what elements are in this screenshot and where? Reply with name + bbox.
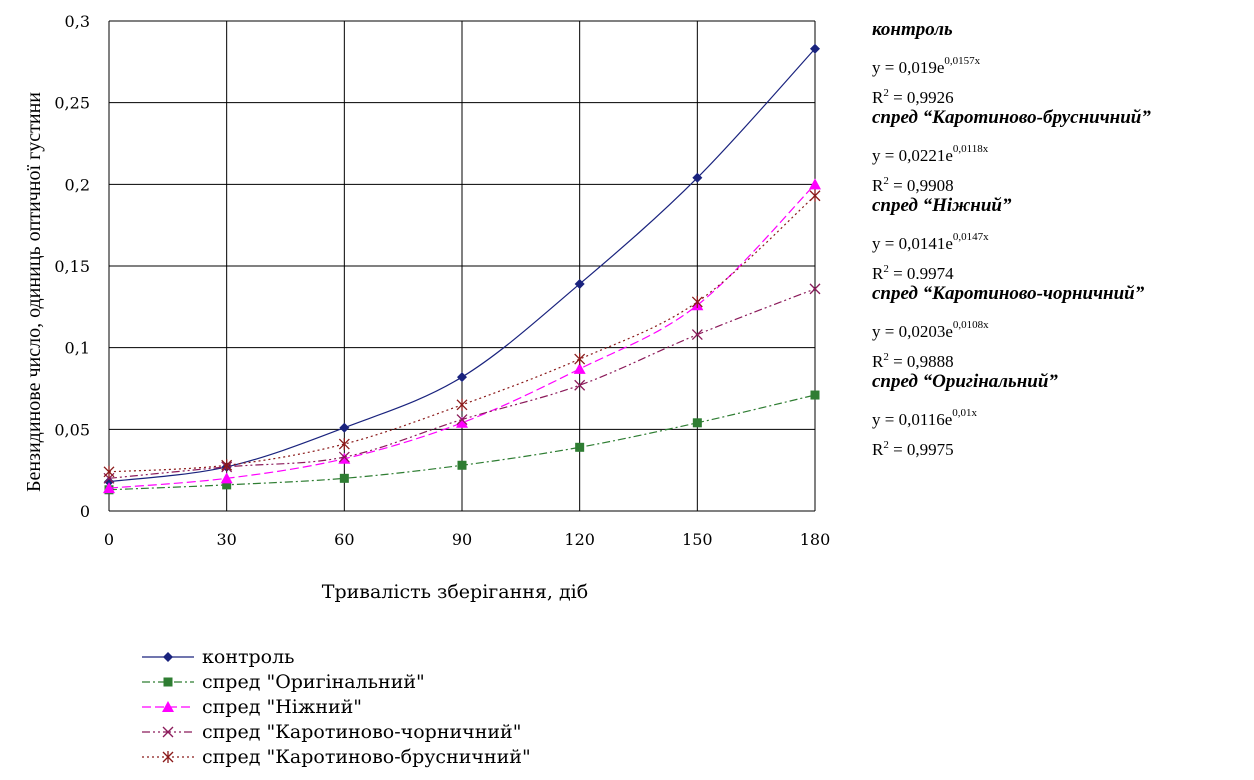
equation-block: спред “Оригінальний” y = 0,0116e0,01x R2 =… — [872, 370, 1252, 459]
data-point — [103, 465, 115, 478]
data-point — [810, 43, 820, 54]
equation-r-squared: R2 = 0,9926 — [872, 87, 954, 107]
y-tick-label: 0,1 — [65, 339, 90, 358]
equation-formula: y = 0,0221e0,0118x — [872, 143, 989, 165]
x-tick-label: 120 — [564, 530, 595, 549]
data-point — [220, 472, 233, 484]
series-3 — [103, 283, 821, 484]
x-tick-label: 0 — [104, 530, 114, 549]
data-point — [457, 460, 467, 470]
equation-formula: y = 0,0141e0,0147x — [872, 231, 989, 253]
equation-series-name: спред “Каротиново-чорничний” — [872, 283, 1145, 304]
x-tick-label: 30 — [216, 530, 236, 549]
data-point — [338, 451, 350, 463]
data-point — [691, 295, 703, 308]
equation-formula: y = 0,019e0,0157x — [872, 55, 981, 77]
equation-r-squared: R2 = 0,9888 — [872, 351, 954, 371]
legend-label: спред "Каротиново-чорничний" — [202, 721, 521, 743]
data-point — [221, 459, 233, 472]
equation-series-name: спред “Каротиново-брусничний” — [872, 107, 1151, 128]
data-point — [692, 172, 703, 183]
series-line — [108, 48, 816, 483]
data-point — [575, 442, 585, 452]
equation-series-name: спред “Оригінальний” — [872, 371, 1058, 392]
equation-block: контроль y = 0,019e0,0157x R2 = 0,9926 — [872, 18, 1252, 107]
equation-block: спред “Ніжний” y = 0,0141e0,0147x R2 = 0.9… — [872, 194, 1252, 283]
legend-swatch-marker — [163, 677, 173, 687]
legend-label: спред "Каротиново-брусничний" — [202, 746, 531, 768]
y-axis-label: Бензидинове число, одиниць оптичної густ… — [23, 92, 45, 492]
legend-swatch-marker — [162, 726, 174, 738]
data-point — [809, 283, 821, 295]
data-point — [456, 414, 468, 425]
data-point — [457, 372, 467, 383]
legend-item-3: спред "Каротиново-чорничний" — [142, 721, 521, 743]
x-tick-label: 180 — [800, 530, 831, 549]
data-point — [809, 189, 821, 202]
equation-formula: y = 0,0116e0,01x — [872, 407, 978, 429]
x-tick-label: 90 — [452, 530, 472, 549]
y-tick-label: 0,05 — [54, 420, 90, 439]
series-4 — [103, 189, 821, 478]
x-tick-label: 150 — [682, 530, 713, 549]
series-group — [103, 43, 821, 495]
grid — [108, 20, 816, 512]
equation-formula: y = 0,0203e0,0108x — [872, 319, 989, 341]
data-point — [574, 278, 585, 289]
x-tick-labels: 0 30 60 90 120 150 180 — [104, 530, 830, 549]
legend-item-2: спред "Ніжний" — [142, 696, 362, 718]
legend-swatch-marker — [163, 652, 173, 662]
equation-block: спред “Каротиново-чорничний” y = 0,0203e0… — [872, 282, 1252, 371]
data-point — [104, 476, 114, 487]
equation-r-squared: R2 = 0.9974 — [872, 263, 954, 283]
trendline-equations: контроль y = 0,019e0,0157x R2 = 0,9926 спре… — [872, 18, 1252, 459]
data-point — [338, 438, 350, 451]
x-tick-label: 60 — [334, 530, 354, 549]
y-tick-label: 0,25 — [54, 94, 90, 113]
data-point — [691, 329, 703, 341]
legend-label: спред "Ніжний" — [202, 696, 362, 718]
equation-r-squared: R2 = 0,9908 — [872, 175, 954, 195]
legend-item-4: спред "Каротиново-брусничний" — [142, 746, 531, 768]
equation-series-name: спред “Ніжний” — [872, 195, 1012, 216]
data-point — [573, 362, 586, 374]
y-tick-labels: 0 0,05 0,1 0,15 0,2 0,25 0,3 — [54, 12, 90, 521]
data-point — [103, 482, 115, 494]
data-point — [339, 473, 349, 483]
legend: контроль спред "Оригінальний" спред "Ніжни… — [142, 646, 531, 768]
data-point — [574, 379, 586, 391]
data-point — [456, 398, 468, 411]
legend-swatch-marker — [162, 751, 174, 763]
legend-label: спред "Оригінальний" — [202, 671, 425, 693]
equation-series-name: контроль — [872, 19, 953, 40]
legend-label: контроль — [202, 646, 295, 668]
data-point — [809, 178, 821, 190]
data-point — [692, 418, 702, 428]
equation-r-squared: R2 = 0,9975 — [872, 439, 954, 459]
y-tick-label: 0,15 — [54, 257, 90, 276]
y-tick-label: 0 — [80, 502, 90, 521]
legend-swatch-marker — [162, 701, 174, 712]
data-point — [574, 353, 586, 366]
legend-item-0: контроль — [142, 646, 295, 668]
y-tick-label: 0,3 — [65, 12, 90, 31]
legend-item-1: спред "Оригінальний" — [142, 671, 425, 693]
data-point — [222, 480, 232, 490]
y-tick-label: 0,2 — [65, 175, 90, 194]
equation-block: спред “Каротиново-брусничний” y = 0,0221e… — [872, 106, 1252, 195]
x-axis-label: Тривалість зберігання, діб — [322, 581, 588, 603]
data-point — [456, 416, 468, 428]
data-point — [339, 422, 350, 433]
data-point — [810, 390, 820, 400]
